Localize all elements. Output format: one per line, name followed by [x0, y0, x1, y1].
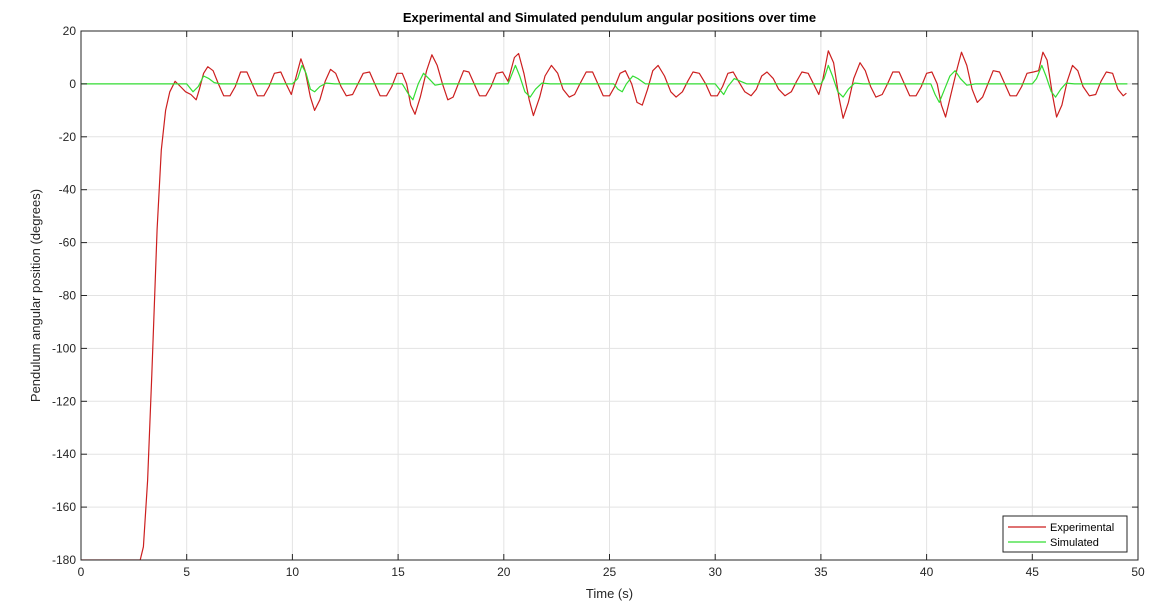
x-tick-label: 40: [920, 565, 934, 579]
legend-entry-simulated: Simulated: [1050, 537, 1099, 549]
legend-entry-experimental: Experimental: [1050, 522, 1114, 534]
chart-title: Experimental and Simulated pendulum angu…: [403, 10, 816, 25]
x-tick-label: 10: [286, 565, 300, 579]
x-axis-label: Time (s): [586, 586, 633, 601]
y-tick-label: -120: [52, 394, 76, 408]
x-axis-ticks: 0 5 10 15 20 25 30 35 40 45 50: [78, 31, 1145, 579]
legend-box: [1002, 515, 1128, 553]
y-tick-label: -80: [59, 289, 77, 303]
y-tick-label: -100: [52, 341, 76, 355]
y-tick-label: -160: [52, 500, 76, 514]
x-tick-label: 35: [814, 565, 828, 579]
series-line-simulated: [81, 64, 1128, 104]
x-tick-label: 5: [183, 565, 190, 579]
y-axis-label: Pendulum angular position (degrees): [28, 189, 43, 402]
y-tick-label: 20: [63, 24, 77, 38]
y-tick-label: -140: [52, 447, 76, 461]
x-tick-label: 20: [497, 565, 511, 579]
y-tick-label: -20: [59, 130, 77, 144]
x-tick-label: 45: [1026, 565, 1040, 579]
y-tick-label: -60: [59, 236, 77, 250]
x-tick-label: 25: [603, 565, 617, 579]
x-tick-label: 30: [709, 565, 723, 579]
y-tick-label: -40: [59, 183, 77, 197]
plot-area: [81, 50, 1128, 560]
series-line-experimental: [81, 50, 1127, 560]
x-tick-label: 0: [78, 565, 85, 579]
y-tick-label: -180: [52, 553, 76, 567]
y-axis-ticks: 20 0 -20 -40 -60 -80 -100 -120 -140 -160 -180: [52, 24, 1138, 567]
series-layer: [81, 50, 1128, 560]
x-tick-label: 15: [391, 565, 405, 579]
legend: Experimental Simulated: [1002, 515, 1128, 553]
grid: [80, 30, 1139, 561]
x-tick-label: 50: [1131, 565, 1145, 579]
y-tick-label: 0: [69, 77, 76, 91]
